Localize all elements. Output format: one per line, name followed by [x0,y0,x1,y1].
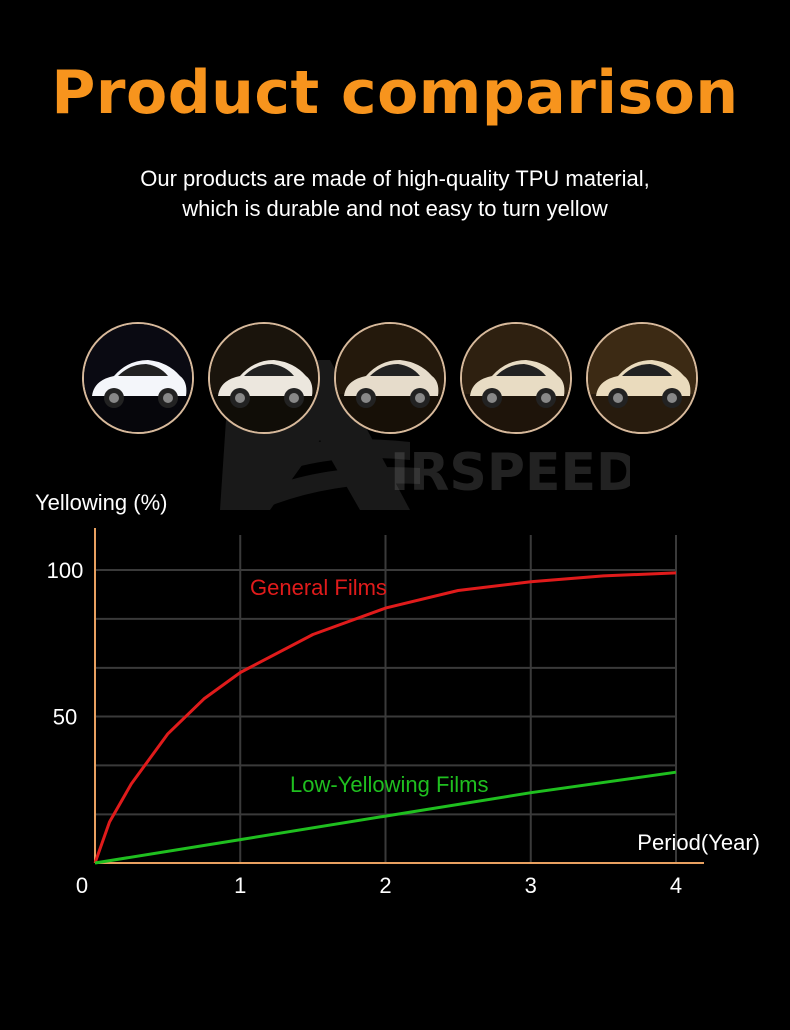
x-tick-label: 3 [525,873,537,898]
x-tick-label: 4 [670,873,682,898]
y-tick-label: 50 [53,705,77,730]
series-line-general-films [93,571,677,864]
x-axis-label: Period(Year) [637,830,760,855]
y-tick-label: 100 [47,558,84,583]
car-photo-stage-3 [334,322,446,434]
x-tick-label: 0 [76,873,88,898]
car-photo-stage-4 [460,322,572,434]
grid [95,535,677,863]
series-label-general-films: General Films [250,575,387,600]
car-photo-stage-1 [82,322,194,434]
x-tick-label: 1 [234,873,246,898]
subtitle-line-2: which is durable and not easy to turn ye… [182,196,608,221]
car-photo-stage-2 [208,322,320,434]
x-tick-label: 2 [379,873,391,898]
series-line-low-yellowing-films [94,770,677,865]
car-photo-stage-5 [586,322,698,434]
subtitle-line-1: Our products are made of high-quality TP… [140,166,650,191]
page-title: Product comparison [51,58,739,128]
series-label-low-yellowing-films: Low-Yellowing Films [290,772,488,797]
y-axis-label: Yellowing (%) [35,490,167,515]
yellowing-chart: Yellowing (%) Period(Year) 0 1 2 3 4 50 100 Gener… [35,490,760,898]
watermark-text: IRSPEED [390,443,630,503]
